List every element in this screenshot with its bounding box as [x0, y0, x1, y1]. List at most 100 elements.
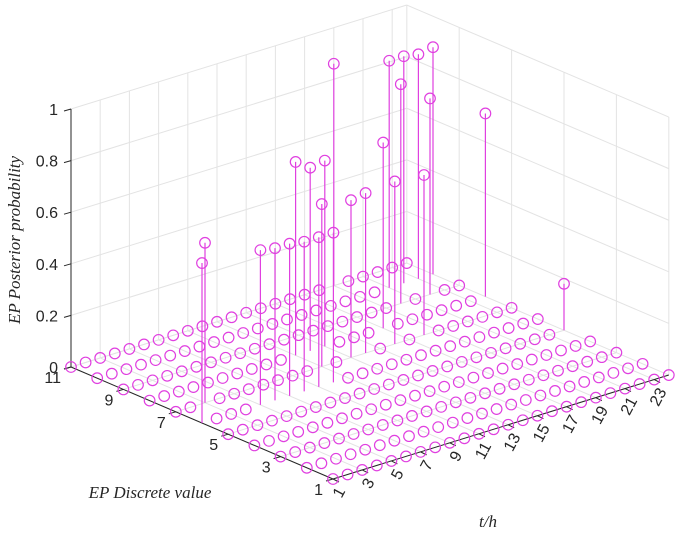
- stem-marker-zero: [482, 367, 494, 379]
- stem-marker-zero: [438, 380, 451, 393]
- stem-marker-zero: [438, 284, 451, 296]
- x-tick-label: 11: [472, 440, 495, 463]
- stem-marker: [424, 92, 436, 105]
- stem-marker-zero: [385, 358, 398, 371]
- y-tick-mark: [325, 478, 334, 482]
- stem-marker-zero: [493, 382, 506, 395]
- stem-marker-zero: [589, 391, 602, 404]
- stem-marker: [283, 237, 296, 250]
- stem-marker-zero: [447, 320, 460, 332]
- stem-marker: [377, 136, 390, 149]
- stem-marker-zero: [211, 315, 223, 328]
- stem-marker-zero: [385, 455, 398, 467]
- z-tick-label: 0.6: [36, 205, 58, 222]
- y-tick-mark: [221, 433, 229, 437]
- stem-marker-zero: [161, 369, 174, 382]
- x-tick-label: 21: [618, 394, 641, 418]
- stem-marker-zero: [516, 414, 529, 427]
- stem-marker-zero: [607, 366, 620, 379]
- wall-grid-z2: [406, 210, 669, 324]
- stem-marker-zero: [496, 362, 509, 375]
- stem-marker-zero: [351, 311, 363, 323]
- stem-marker-zero: [330, 356, 343, 368]
- x-tick-label: 19: [589, 403, 612, 427]
- stem-marker-zero: [216, 372, 229, 384]
- stem-marker-zero: [164, 349, 177, 362]
- stem-marker-zero: [132, 378, 144, 391]
- stem-marker-zero: [205, 356, 217, 369]
- stem-marker: [289, 155, 302, 168]
- stem-marker-zero: [231, 367, 244, 380]
- stem-marker-zero: [595, 351, 608, 364]
- y-tick-label: 5: [209, 437, 218, 454]
- stem-marker-zero: [237, 327, 250, 339]
- stem-marker-zero: [225, 408, 238, 420]
- z-tick-mark: [63, 160, 72, 164]
- stem-marker-zero: [286, 369, 299, 382]
- stem-marker-zero: [441, 360, 454, 373]
- stem-marker: [427, 41, 439, 54]
- wall-grid-z2: [406, 4, 669, 118]
- x-tick-label: 1: [330, 485, 349, 501]
- stem-marker-zero: [531, 409, 544, 422]
- y-tick-mark: [273, 456, 281, 460]
- stem-marker-zero: [648, 373, 661, 386]
- back-walls: [71, 5, 669, 376]
- stem-marker-zero: [592, 371, 605, 384]
- stem-marker-zero: [409, 389, 421, 402]
- stem-marker: [318, 154, 331, 167]
- stem-marker-zero: [371, 362, 384, 375]
- stem-marker-zero: [348, 331, 360, 344]
- z-tick-label: 0.8: [36, 154, 58, 171]
- stem-marker-zero: [251, 322, 264, 335]
- stem-marker-zero: [458, 432, 471, 445]
- stem-marker-zero: [386, 261, 399, 274]
- stem-marker-zero: [272, 374, 284, 387]
- floor-grid-t: [392, 267, 655, 381]
- stem-marker-zero: [505, 398, 518, 411]
- stem-marker-zero: [309, 401, 322, 413]
- stem-marker-zero: [333, 335, 346, 348]
- floor-markers: [65, 257, 675, 485]
- stem-marker-zero: [339, 392, 351, 404]
- stem-marker-zero: [280, 410, 293, 423]
- stem-marker-zero: [435, 400, 448, 413]
- stem-marker-zero: [400, 257, 413, 269]
- y-tick-label: 7: [157, 415, 166, 432]
- stem-marker-zero: [443, 436, 456, 449]
- stem-marker-zero: [581, 355, 594, 368]
- stem-marker-zero: [91, 372, 104, 385]
- stem-marker-zero: [108, 347, 121, 360]
- stem-marker-zero: [117, 383, 130, 396]
- x-tick-label: 23: [647, 385, 670, 409]
- stem-marker: [397, 50, 410, 63]
- stem-marker: [315, 198, 328, 210]
- stem-marker-zero: [277, 430, 290, 443]
- stem-marker: [558, 277, 570, 290]
- stem-marker-zero: [365, 403, 378, 416]
- stems: [196, 41, 570, 423]
- x-tick-label: 7: [418, 458, 437, 474]
- stem-marker-zero: [181, 324, 194, 337]
- stem-marker-zero: [123, 343, 136, 355]
- stem-marker-zero: [167, 329, 180, 342]
- floor-grid-t: [333, 285, 596, 399]
- stem-marker-zero: [464, 391, 477, 404]
- stem-marker-zero: [403, 333, 416, 346]
- stem-marker-zero: [266, 414, 278, 427]
- stem-marker-zero: [315, 457, 328, 470]
- stem-marker-zero: [222, 331, 235, 344]
- stem-marker-zero: [266, 318, 279, 330]
- stem-marker-zero: [228, 387, 241, 400]
- stem-marker-zero: [563, 380, 576, 393]
- stem-marker: [327, 57, 340, 70]
- stem-marker-zero: [347, 428, 360, 440]
- stem-marker-zero: [519, 394, 532, 406]
- stem-marker: [388, 175, 401, 188]
- back-wall-t: [406, 5, 669, 376]
- stem-marker-zero: [374, 342, 387, 355]
- stem-marker-zero: [234, 347, 247, 360]
- stem-marker: [298, 235, 311, 248]
- stem-marker-zero: [202, 376, 214, 389]
